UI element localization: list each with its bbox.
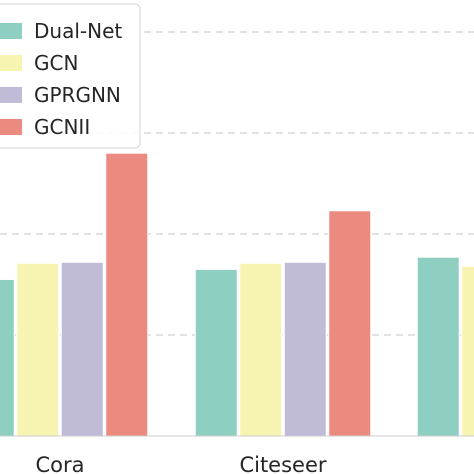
x-tick-label: Citeseer — [239, 453, 326, 474]
bar-gprgnn — [283, 261, 327, 437]
bar-gcn — [239, 262, 283, 437]
bar-gcnii — [328, 210, 372, 437]
legend-label: GPRGNN — [34, 83, 121, 107]
bar-group-cora — [0, 152, 149, 437]
legend-swatch — [0, 55, 22, 71]
bar-gprgnn — [60, 261, 104, 437]
legend: Dual-Net GCN GPRGNN GCNII — [0, 3, 141, 149]
x-tick-labels: CoraCiteseerP — [35, 453, 326, 474]
bar-gcn — [461, 265, 474, 437]
legend-label: Dual-Net — [34, 19, 122, 43]
legend-label: GCNII — [34, 115, 90, 139]
legend-swatch — [0, 87, 22, 103]
bar-dual-net — [194, 268, 238, 437]
bar-group-citeseer — [194, 210, 372, 437]
bar-dual-net — [0, 278, 15, 437]
bar-groups — [0, 152, 474, 437]
bar-gcnii — [105, 152, 149, 437]
legend-box — [0, 3, 141, 149]
bar-gcn — [16, 262, 60, 437]
legend-swatch — [0, 23, 22, 39]
bar-group-p — [416, 256, 474, 437]
x-tick-label: Cora — [35, 453, 84, 474]
legend-label: GCN — [34, 51, 78, 75]
legend-swatch — [0, 119, 22, 135]
bar-dual-net — [416, 256, 460, 437]
